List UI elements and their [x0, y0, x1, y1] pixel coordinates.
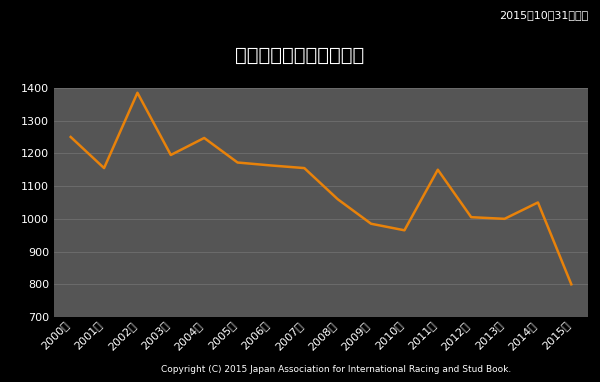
Text: Copyright (C) 2015 Japan Association for International Racing and Stud Book.: Copyright (C) 2015 Japan Association for… [161, 365, 511, 374]
Text: 繁殖登録申込頭数の推移: 繁殖登録申込頭数の推移 [235, 46, 365, 65]
Text: 2015年10月31日現在: 2015年10月31日現在 [499, 10, 588, 19]
